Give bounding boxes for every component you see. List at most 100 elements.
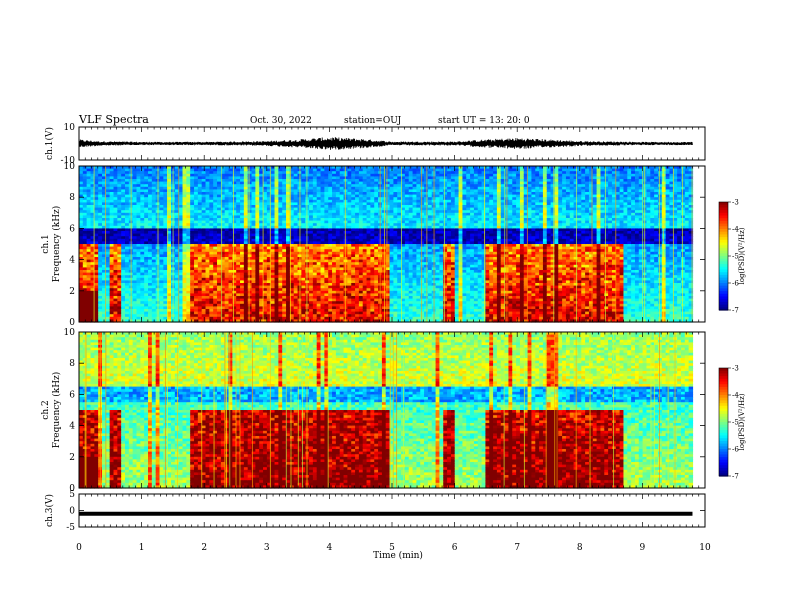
spectrogram-cell [136, 199, 141, 203]
spectrogram-cell [282, 179, 287, 183]
spectrogram-cell [190, 246, 195, 250]
spectrogram-cell [274, 311, 279, 315]
spectrogram-cell [174, 298, 180, 302]
spectrogram-cell [94, 236, 99, 240]
spectrogram-cell [151, 249, 157, 253]
spectrogram-cell [86, 254, 92, 258]
spectrogram-cell [316, 215, 322, 219]
spectrogram-cell [347, 254, 352, 258]
spectrogram-cell [259, 314, 264, 318]
spectrogram-cell [194, 306, 199, 310]
spectrogram-cell [117, 212, 122, 216]
spectrogram-cell [362, 223, 368, 227]
spectrogram-cell [178, 288, 184, 292]
spectrogram-cell [228, 259, 233, 263]
spectrogram-cell [102, 316, 107, 320]
spectrogram-cell [117, 215, 122, 219]
spectrogram-cell [163, 306, 168, 310]
spectrogram-cell [159, 241, 164, 245]
spectrogram-cell [182, 176, 187, 180]
spectrogram-cell [102, 199, 107, 203]
spectrogram-cell [339, 309, 345, 313]
spectrogram-cell [174, 176, 180, 180]
spectrogram-cell [201, 238, 207, 242]
spectrogram-cell [320, 254, 325, 258]
spectrogram-cell [159, 171, 164, 175]
spectrogram-cell [236, 272, 241, 276]
spectrogram-cell [328, 194, 333, 198]
spectrogram-cell [213, 238, 218, 242]
spectrogram-cell [159, 176, 164, 180]
spectrogram-cell [236, 267, 241, 271]
spectrogram-cell [217, 275, 222, 279]
spectrogram-cell [220, 303, 226, 307]
spectrogram-cell [255, 270, 260, 274]
spectrogram-cell [282, 285, 287, 289]
spectrogram-cell [182, 233, 187, 237]
spectrogram-cell [197, 171, 203, 175]
spectrogram-cell [105, 223, 111, 227]
spectrogram-cell [163, 166, 168, 170]
spectrogram-cell [186, 270, 191, 274]
spectrogram-cell [186, 166, 191, 170]
spectrogram-cell [159, 264, 164, 268]
spectrogram-cell [236, 306, 241, 310]
spectrogram-cell [174, 309, 180, 313]
spectrogram-cell [255, 186, 260, 190]
spectrogram-cell [205, 290, 210, 294]
spectrogram-cell [224, 267, 230, 271]
spectrogram-cell [190, 296, 195, 300]
spectrogram-cell [205, 311, 210, 315]
spectrogram-cell [374, 215, 379, 219]
spectrogram-cell [301, 288, 306, 292]
spectrogram-cell [278, 238, 283, 242]
spectrogram-cell [266, 264, 272, 268]
spectrogram-cell [82, 223, 88, 227]
spectrogram-cell [240, 244, 245, 248]
spectrogram-cell [259, 298, 264, 302]
spectrogram-cell [197, 251, 203, 255]
spectrogram-cell [190, 319, 195, 323]
spectrogram-cell [266, 257, 272, 261]
spectrogram-cell [289, 254, 295, 258]
spectrogram-cell [351, 257, 356, 261]
spectrogram-cell [320, 173, 325, 177]
spectrogram-cell [358, 303, 364, 307]
spectrogram-cell [197, 254, 203, 258]
spectrogram-cell [282, 280, 287, 284]
spectrogram-cell [220, 202, 226, 206]
spectrogram-cell [366, 251, 371, 255]
spectrogram-cell [286, 309, 291, 313]
spectrogram-cell [289, 264, 295, 268]
spectrogram-cell [102, 311, 107, 315]
spectrogram-cell [194, 207, 199, 211]
spectrogram-cell [98, 166, 103, 170]
spectrogram-cell [370, 251, 375, 255]
spectrogram-cell [247, 270, 253, 274]
spectrogram-cell [209, 246, 214, 250]
spectrogram-cell [174, 192, 180, 196]
spectrogram-cell [132, 264, 138, 268]
spectrogram-cell [324, 290, 329, 294]
figure-title: VLF Spectra [78, 113, 149, 126]
spectrogram-cell [259, 319, 264, 323]
spectrogram-cell [117, 205, 122, 209]
spectrogram-cell [217, 264, 222, 268]
spectrogram-cell [335, 262, 341, 266]
spectrogram-cell [312, 176, 318, 180]
spectrogram-cell [328, 192, 333, 196]
spectrogram-cell [194, 223, 199, 227]
spectrogram-cell [251, 176, 256, 180]
spectrogram-cell [255, 311, 260, 315]
spectrogram-cell [79, 285, 84, 289]
spectrogram-cell [339, 194, 345, 198]
spectrogram-cell [182, 202, 187, 206]
spectrogram-cell [136, 301, 141, 305]
spectrogram-cell [94, 202, 99, 206]
spectrogram-cell [125, 285, 130, 289]
spectrogram-cell [136, 259, 141, 263]
spectrogram-cell [94, 288, 99, 292]
spectrogram-cell [113, 272, 118, 276]
spectrogram-cell [86, 186, 92, 190]
spectrogram-cell [278, 272, 283, 276]
